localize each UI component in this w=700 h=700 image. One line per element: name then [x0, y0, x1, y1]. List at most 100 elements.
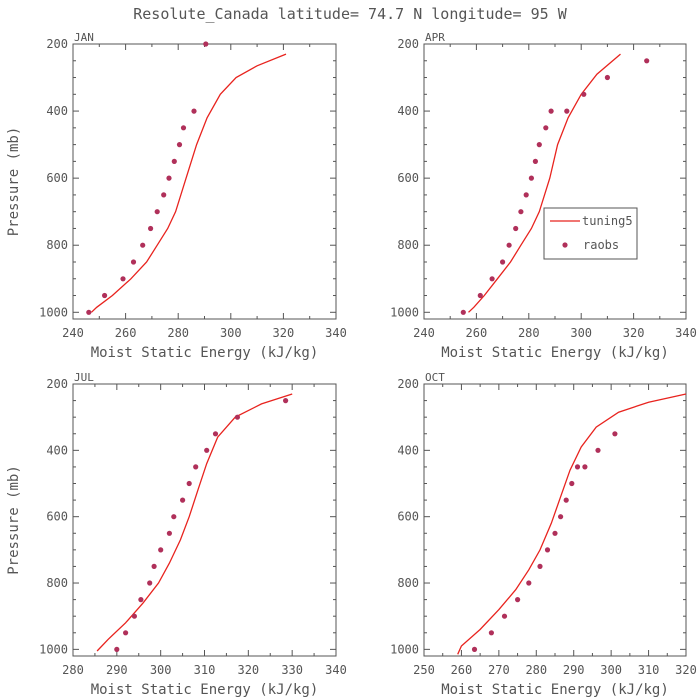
- data-point-raobs: [528, 175, 535, 181]
- data-point-raobs: [203, 41, 209, 47]
- y-tick-label: 800: [397, 238, 419, 252]
- data-point-raobs: [166, 530, 172, 536]
- y-tick-label: 1000: [39, 642, 68, 656]
- data-point-raobs: [166, 175, 172, 181]
- x-tick-label: 310: [194, 663, 216, 677]
- series-line-tuning5: [468, 53, 621, 313]
- data-point-raobs: [558, 514, 564, 520]
- y-tick-label: 200: [46, 37, 68, 51]
- data-point-raobs: [212, 431, 219, 437]
- x-tick-label: 260: [115, 326, 137, 340]
- legend-label-model: tuning5: [582, 214, 633, 228]
- data-point-raobs: [460, 309, 466, 315]
- data-point-raobs: [86, 309, 92, 315]
- panel-label: JUL: [74, 371, 94, 384]
- data-point-raobs: [544, 547, 551, 553]
- panel-apr: APR 240 260 280 300 320 340 200 400 600 800 1000 Moi…: [390, 31, 697, 361]
- data-point-raobs: [140, 242, 146, 248]
- data-point-raobs: [234, 414, 240, 420]
- x-tick-label: 240: [413, 326, 435, 340]
- x-tick-label: 260: [466, 326, 488, 340]
- plot-frame: [72, 43, 337, 320]
- panel-label: JAN: [74, 31, 94, 44]
- x-tick-label: 290: [563, 663, 585, 677]
- x-tick-label: 280: [518, 326, 540, 340]
- legend-label-obs: raobs: [583, 238, 619, 252]
- legend-box: [543, 207, 638, 260]
- data-point-raobs: [488, 630, 494, 636]
- data-point-raobs: [552, 530, 558, 536]
- x-tick-label: 320: [675, 663, 697, 677]
- y-axis-label: Pressure (mb): [6, 465, 22, 575]
- panel-oct: OCT 250 260 270 280 290 300 310 320 200 400 600 800 1…: [390, 371, 697, 698]
- x-tick-label: 280: [525, 663, 547, 677]
- data-point-raobs: [581, 91, 587, 97]
- data-point-raobs: [569, 480, 575, 487]
- x-tick-label: 320: [623, 326, 645, 340]
- data-point-raobs: [158, 547, 164, 553]
- data-point-raobs: [176, 142, 183, 148]
- x-tick-label: 270: [488, 663, 510, 677]
- data-point-raobs: [563, 497, 569, 503]
- data-point-raobs: [147, 580, 153, 586]
- data-point-raobs: [193, 464, 199, 470]
- x-tick-label: 300: [220, 326, 242, 340]
- x-tick-label: 280: [62, 663, 84, 677]
- data-point-raobs: [171, 514, 177, 520]
- x-tick-label: 340: [325, 663, 347, 677]
- y-tick-label: 1000: [390, 642, 419, 656]
- x-tick-label: 250: [413, 663, 435, 677]
- data-point-raobs: [543, 125, 549, 131]
- data-point-raobs: [523, 192, 529, 198]
- data-point-raobs: [489, 276, 495, 282]
- data-point-raobs: [471, 646, 478, 653]
- x-tick-label: 320: [237, 663, 259, 677]
- y-tick-label: 800: [397, 576, 419, 590]
- data-point-raobs: [131, 613, 137, 619]
- plot-frame: [72, 383, 337, 657]
- data-point-raobs: [501, 613, 508, 619]
- x-tick-label: 340: [325, 326, 347, 340]
- y-tick-label: 800: [46, 238, 68, 252]
- data-point-raobs: [477, 292, 483, 299]
- y-tick-label: 200: [46, 377, 68, 391]
- data-point-raobs: [644, 58, 650, 64]
- data-point-raobs: [537, 563, 543, 570]
- y-tick-label: 1000: [39, 305, 68, 319]
- x-axis-label: Moist Static Energy (kJ/kg): [91, 682, 319, 698]
- plot-frame: [423, 383, 687, 657]
- data-point-raobs: [204, 447, 210, 453]
- data-point-raobs: [283, 398, 289, 404]
- y-tick-label: 400: [397, 104, 419, 118]
- data-point-raobs: [191, 108, 197, 114]
- y-tick-label: 200: [397, 37, 419, 51]
- x-axis-label: Moist Static Energy (kJ/kg): [441, 345, 669, 361]
- series-line-tuning5: [96, 393, 293, 652]
- data-point-raobs: [506, 242, 512, 248]
- data-point-raobs: [180, 125, 187, 131]
- data-point-raobs: [526, 580, 532, 586]
- x-tick-label: 300: [570, 326, 592, 340]
- data-point-raobs: [123, 630, 129, 636]
- y-tick-label: 600: [397, 171, 419, 185]
- y-tick-label: 400: [397, 443, 419, 457]
- legend-marker-swatch: [562, 242, 568, 248]
- data-point-raobs: [130, 259, 137, 265]
- data-point-raobs: [120, 276, 126, 282]
- figure-title: Resolute_Canada latitude= 74.7 N longitu…: [133, 5, 567, 23]
- data-point-raobs: [548, 108, 554, 114]
- y-tick-label: 600: [397, 510, 419, 524]
- x-tick-label: 260: [451, 663, 473, 677]
- y-tick-label: 600: [46, 510, 68, 524]
- y-tick-label: 400: [46, 443, 68, 457]
- data-point-raobs: [148, 225, 154, 232]
- x-tick-label: 300: [150, 663, 172, 677]
- x-tick-label: 340: [675, 326, 697, 340]
- data-point-raobs: [532, 158, 539, 164]
- data-point-raobs: [604, 74, 611, 81]
- x-tick-label: 330: [281, 663, 303, 677]
- data-point-raobs: [564, 108, 570, 114]
- data-point-raobs: [536, 142, 542, 148]
- data-point-raobs: [574, 464, 581, 470]
